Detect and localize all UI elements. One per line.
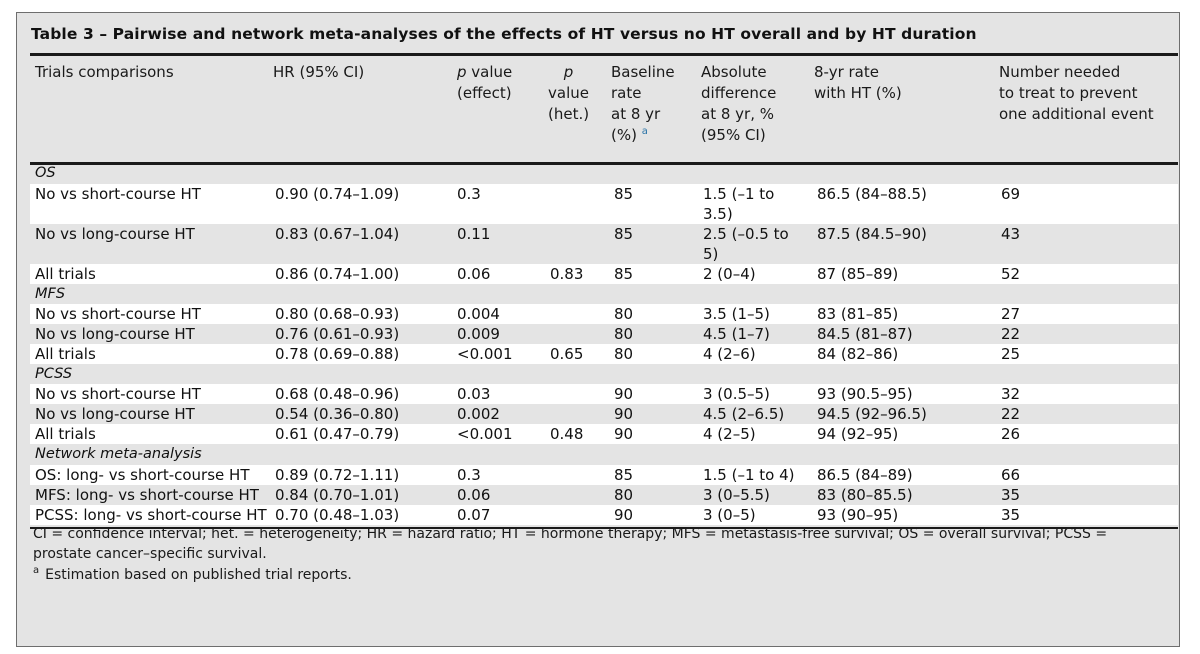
table-row: All trials 0.78 (0.69–0.88) <0.001 0.65 … bbox=[30, 344, 1178, 364]
table-row: No vs short-course HT 0.90 (0.74–1.09) 0… bbox=[30, 184, 1178, 224]
header-hr: HR (95% CI) bbox=[273, 63, 365, 81]
footnote-a-text: Estimation based on published trial repo… bbox=[45, 567, 352, 583]
header-nnt: Number needed to treat to prevent one ad… bbox=[999, 63, 1154, 123]
header-absdiff: Absolute difference at 8 yr, % (95% CI) bbox=[701, 63, 777, 144]
header-p-het: p value (het.) bbox=[548, 63, 590, 123]
table-row: All trials 0.86 (0.74–1.00) 0.06 0.83 85… bbox=[30, 264, 1178, 284]
header-p-effect: p value (effect) bbox=[457, 63, 513, 102]
top-rule bbox=[30, 53, 1178, 56]
footnote-abbreviations: CI = confidence interval; het. = heterog… bbox=[33, 526, 1108, 562]
table-row: No vs long-course HT 0.76 (0.61–0.93) 0.… bbox=[35, 325, 1021, 343]
table-frame: Table 3 – Pairwise and network meta-anal… bbox=[16, 12, 1180, 647]
table-row: OS: long- vs short-course HT 0.89 (0.72–… bbox=[30, 465, 1178, 485]
footnote-a-ref[interactable]: a bbox=[641, 126, 648, 137]
bottom-rule bbox=[30, 527, 1178, 529]
table-row: No vs short-course HT 0.80 (0.68–0.93) 0… bbox=[30, 304, 1178, 324]
table-row: MFS: long- vs short-course HT 0.84 (0.70… bbox=[35, 486, 1021, 504]
table-row: PCSS: long- vs short-course HT 0.70 (0.4… bbox=[30, 505, 1178, 525]
table-row: No vs long-course HT 0.83 (0.67–1.04) 0.… bbox=[35, 225, 1021, 263]
header-baseline: Baseline rate at 8 yr (%) a bbox=[611, 63, 675, 144]
table-title: Table 3 – Pairwise and network meta-anal… bbox=[31, 25, 977, 43]
footnote-a-mark: a bbox=[33, 565, 40, 577]
header-rate: 8-yr rate with HT (%) bbox=[814, 63, 902, 102]
header-trials: Trials comparisons bbox=[35, 63, 174, 81]
footnote-a: a Estimation based on published trial rep… bbox=[33, 565, 352, 585]
table-row: All trials 0.61 (0.47–0.79) <0.001 0.48 … bbox=[30, 424, 1178, 444]
header-rule bbox=[30, 162, 1178, 165]
table-row: No vs short-course HT 0.68 (0.48–0.96) 0… bbox=[30, 384, 1178, 404]
table-row: No vs long-course HT 0.54 (0.36–0.80) 0.… bbox=[35, 405, 1021, 423]
